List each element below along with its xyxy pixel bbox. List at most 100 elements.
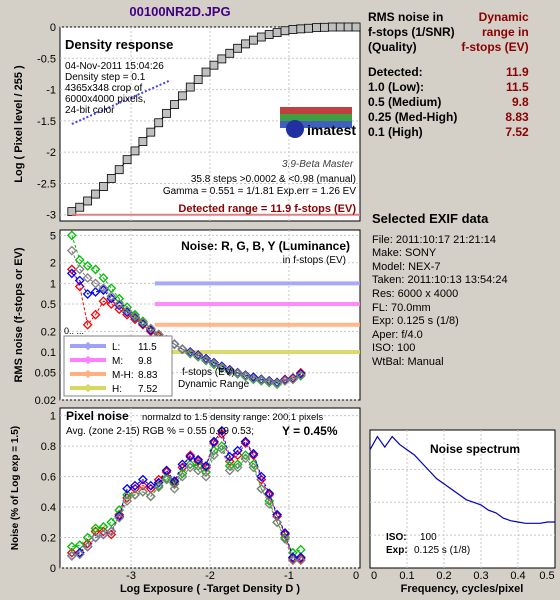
stats-line: 35.8 steps >0.0002 & <0.98 (manual): [191, 174, 356, 185]
exp-value: 0.125 s (1/8): [414, 545, 470, 556]
legend-marker: [83, 369, 93, 379]
noise-point-b: [137, 318, 148, 329]
density-point: [146, 127, 156, 137]
info-line: 4365x348 crop of: [65, 83, 143, 94]
noise-point-y: [224, 366, 235, 376]
pixel-point-b: [287, 552, 298, 563]
pixel-point-b: [122, 483, 133, 494]
row-label: 0.25 (Med-High): [368, 110, 458, 124]
density-point: [162, 108, 171, 118]
density-point: [225, 48, 235, 58]
pixel-point-y: [280, 534, 290, 544]
noise-point-b: [66, 268, 77, 279]
noise-point-y: [272, 378, 283, 389]
header-cell: f-stops (EV): [461, 40, 529, 54]
noise-point-y: [295, 370, 306, 381]
pixel-point-y: [161, 474, 172, 485]
pixel-point-b: [264, 488, 275, 499]
chart-title: Noise: R, G, B, Y (Luminance): [181, 239, 350, 253]
row-value: 9.8: [512, 95, 529, 109]
y-tick-label: 0.4: [41, 502, 56, 514]
pixel-point-b: [201, 460, 211, 471]
noise-yticks: 5 2 1 0.5 0.2 0.1 0.05 0.02: [35, 230, 56, 407]
pixel-point-b: [224, 451, 235, 462]
legend-label: M:: [112, 356, 123, 367]
pixel-point-y: [193, 465, 204, 476]
chart-title: Pixel noise: [66, 409, 129, 423]
noise-point-y: [287, 374, 298, 385]
noise-point-r: [106, 299, 117, 309]
info-line: Density step = 0.1: [65, 72, 146, 83]
pixel-point-y: [74, 549, 85, 560]
pixel-point-b: [280, 528, 290, 538]
x-tick-label: 0: [353, 570, 359, 582]
noise-line-y: [71, 250, 302, 384]
density-point: [272, 28, 282, 38]
density-point: [327, 22, 337, 32]
row-value: 8.83: [505, 110, 529, 124]
noise-point-y: [280, 375, 290, 386]
y-tick-label: 0.2: [41, 533, 56, 545]
pixel-point-g: [161, 473, 172, 484]
legend-value: 7.52: [138, 384, 158, 395]
pixel-point-g: [185, 459, 196, 470]
y-tick-label: 0.2: [41, 326, 56, 338]
exif-line: Taken: 2011:10:13 13:54:24: [372, 274, 508, 287]
pixel-point-y: [295, 555, 306, 566]
noise-point-y: [90, 278, 101, 289]
noise-point-y: [122, 305, 133, 316]
noise-point-y: [98, 283, 109, 294]
info-line: 24-bit color: [65, 105, 115, 116]
noise-point-y: [106, 291, 117, 302]
pixel-point-g: [90, 523, 101, 534]
svg-text:Noise (% of Log exp = 1.5): Noise (% of Log exp = 1.5): [10, 426, 21, 550]
density-point: [99, 182, 108, 191]
exif-line: WtBal: Manual: [372, 355, 444, 368]
pixel-point-y: [137, 486, 148, 497]
pixel-point-y: [114, 512, 125, 523]
x-tick-label: 0.5: [539, 570, 554, 582]
pixel-point-b: [248, 448, 259, 459]
y-tick-label: -0.5: [37, 53, 56, 65]
legend-label: H:: [112, 384, 122, 395]
detected-range: Detected range = 11.9 f-stops (EV): [178, 203, 356, 215]
pixel-point-r: [240, 438, 251, 448]
pixel-point-b: [145, 480, 156, 491]
noise-point-y: [264, 376, 275, 387]
noise-point-y: [216, 362, 227, 373]
gamma-fit-line: [71, 79, 171, 125]
pixel-point-y: [240, 453, 251, 464]
noise-point-b: [114, 300, 125, 311]
pixel-point-b: [295, 552, 306, 563]
stats-line: Gamma = 0.551 = 1/1.81 Exp.err = 1.26 EV: [163, 186, 356, 197]
density-point: [193, 75, 203, 84]
pixel-point-y: [169, 483, 180, 494]
header-cell: range in: [482, 25, 529, 39]
pixel-point-r: [248, 450, 259, 461]
pixel-point-b: [137, 474, 148, 485]
pixel-point-y: [209, 450, 219, 461]
pixel-point-b: [240, 436, 251, 447]
pixel-point-y: [224, 465, 235, 476]
pixel-point-y: [216, 444, 227, 455]
pixel-point-g: [193, 460, 204, 471]
noise-point-b: [90, 287, 101, 297]
chart-title: Density response: [65, 37, 173, 52]
noise-point-r: [295, 367, 306, 378]
pixel-point-r: [185, 450, 196, 461]
info-line: 04-Nov-2011 15:04:26: [65, 61, 164, 72]
legend-label: M-H:: [112, 370, 134, 381]
noise-point-y: [74, 264, 85, 275]
pixel-point-r: [137, 480, 148, 491]
table-row: 0.1 (High) 7.52: [366, 125, 531, 140]
pixel-point-g: [280, 532, 290, 543]
pixel-point-y: [248, 462, 259, 473]
legend-marker: [83, 355, 93, 365]
row-label: 1.0 (Low):: [368, 80, 424, 94]
pixel-ylabel: Noise (% of Log exp = 1.5): [10, 426, 21, 550]
row-value: 7.52: [505, 125, 529, 139]
x-tick-label: -1: [284, 570, 294, 582]
noise-point-g: [114, 293, 125, 304]
noise-point-b: [248, 372, 259, 383]
table-row: 0.25 (Med-High) 8.83: [366, 110, 531, 125]
